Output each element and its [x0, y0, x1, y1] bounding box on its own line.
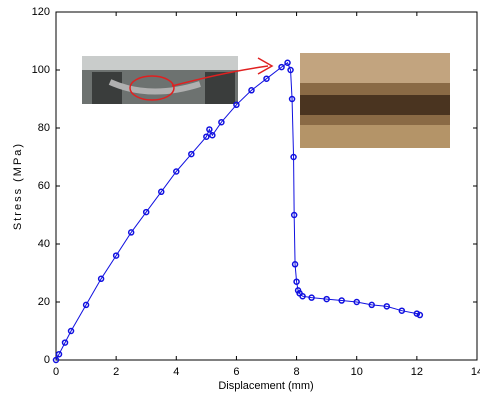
y-tick-label: 60 — [38, 180, 50, 192]
data-point — [398, 307, 406, 314]
data-point — [287, 66, 294, 74]
y-tick-label: 0 — [44, 354, 50, 366]
data-point — [97, 275, 105, 283]
x-tick-label: 10 — [351, 366, 363, 378]
data-point — [82, 301, 90, 309]
x-tick-label: 14 — [471, 366, 480, 378]
y-tick-label: 20 — [38, 296, 50, 308]
data-point — [218, 118, 225, 126]
annotation-arrow — [171, 65, 269, 87]
data-point — [383, 303, 391, 310]
y-axis-label: Stress (MPa) — [12, 142, 24, 230]
y-tick-label: 40 — [38, 238, 50, 250]
data-point — [188, 150, 195, 158]
data-point — [299, 292, 306, 300]
data-point — [112, 252, 120, 259]
x-axis-label: Displacement (mm) — [218, 380, 313, 392]
series-line — [55, 61, 421, 361]
y-tick-label: 80 — [38, 122, 50, 134]
data-point — [206, 126, 213, 133]
inset-photo-right — [300, 53, 450, 148]
data-point — [308, 294, 315, 301]
data-point — [158, 188, 165, 196]
data-point — [209, 132, 216, 139]
y-tick-label: 120 — [32, 6, 50, 18]
x-tick-label: 2 — [113, 366, 119, 378]
inset-photo-left — [82, 56, 238, 104]
data-point — [142, 208, 150, 216]
data-point — [288, 95, 296, 103]
data-point — [61, 339, 69, 346]
data-point — [353, 298, 360, 306]
data-point — [416, 311, 424, 319]
data-point — [338, 297, 345, 304]
data-point — [55, 350, 63, 358]
data-point — [127, 229, 135, 236]
data-point — [173, 168, 180, 175]
y-tick-label: 100 — [32, 64, 50, 76]
data-point — [290, 153, 297, 161]
x-tick-label: 8 — [294, 366, 300, 378]
data-point — [323, 295, 330, 303]
data-point — [203, 133, 210, 140]
data-point — [233, 101, 240, 109]
data-point — [263, 75, 270, 82]
x-tick-label: 4 — [173, 366, 179, 378]
data-point — [248, 87, 255, 94]
data-point — [293, 278, 300, 285]
data-point — [291, 261, 299, 268]
data-point — [52, 356, 60, 364]
data-point — [278, 63, 285, 71]
data-point — [290, 211, 298, 219]
data-point — [368, 301, 375, 309]
x-tick-label: 6 — [233, 366, 239, 378]
x-tick-label: 0 — [53, 366, 59, 378]
arrow-head — [257, 57, 274, 75]
data-point — [284, 59, 291, 66]
data-point — [67, 327, 75, 335]
x-tick-label: 12 — [411, 366, 423, 378]
